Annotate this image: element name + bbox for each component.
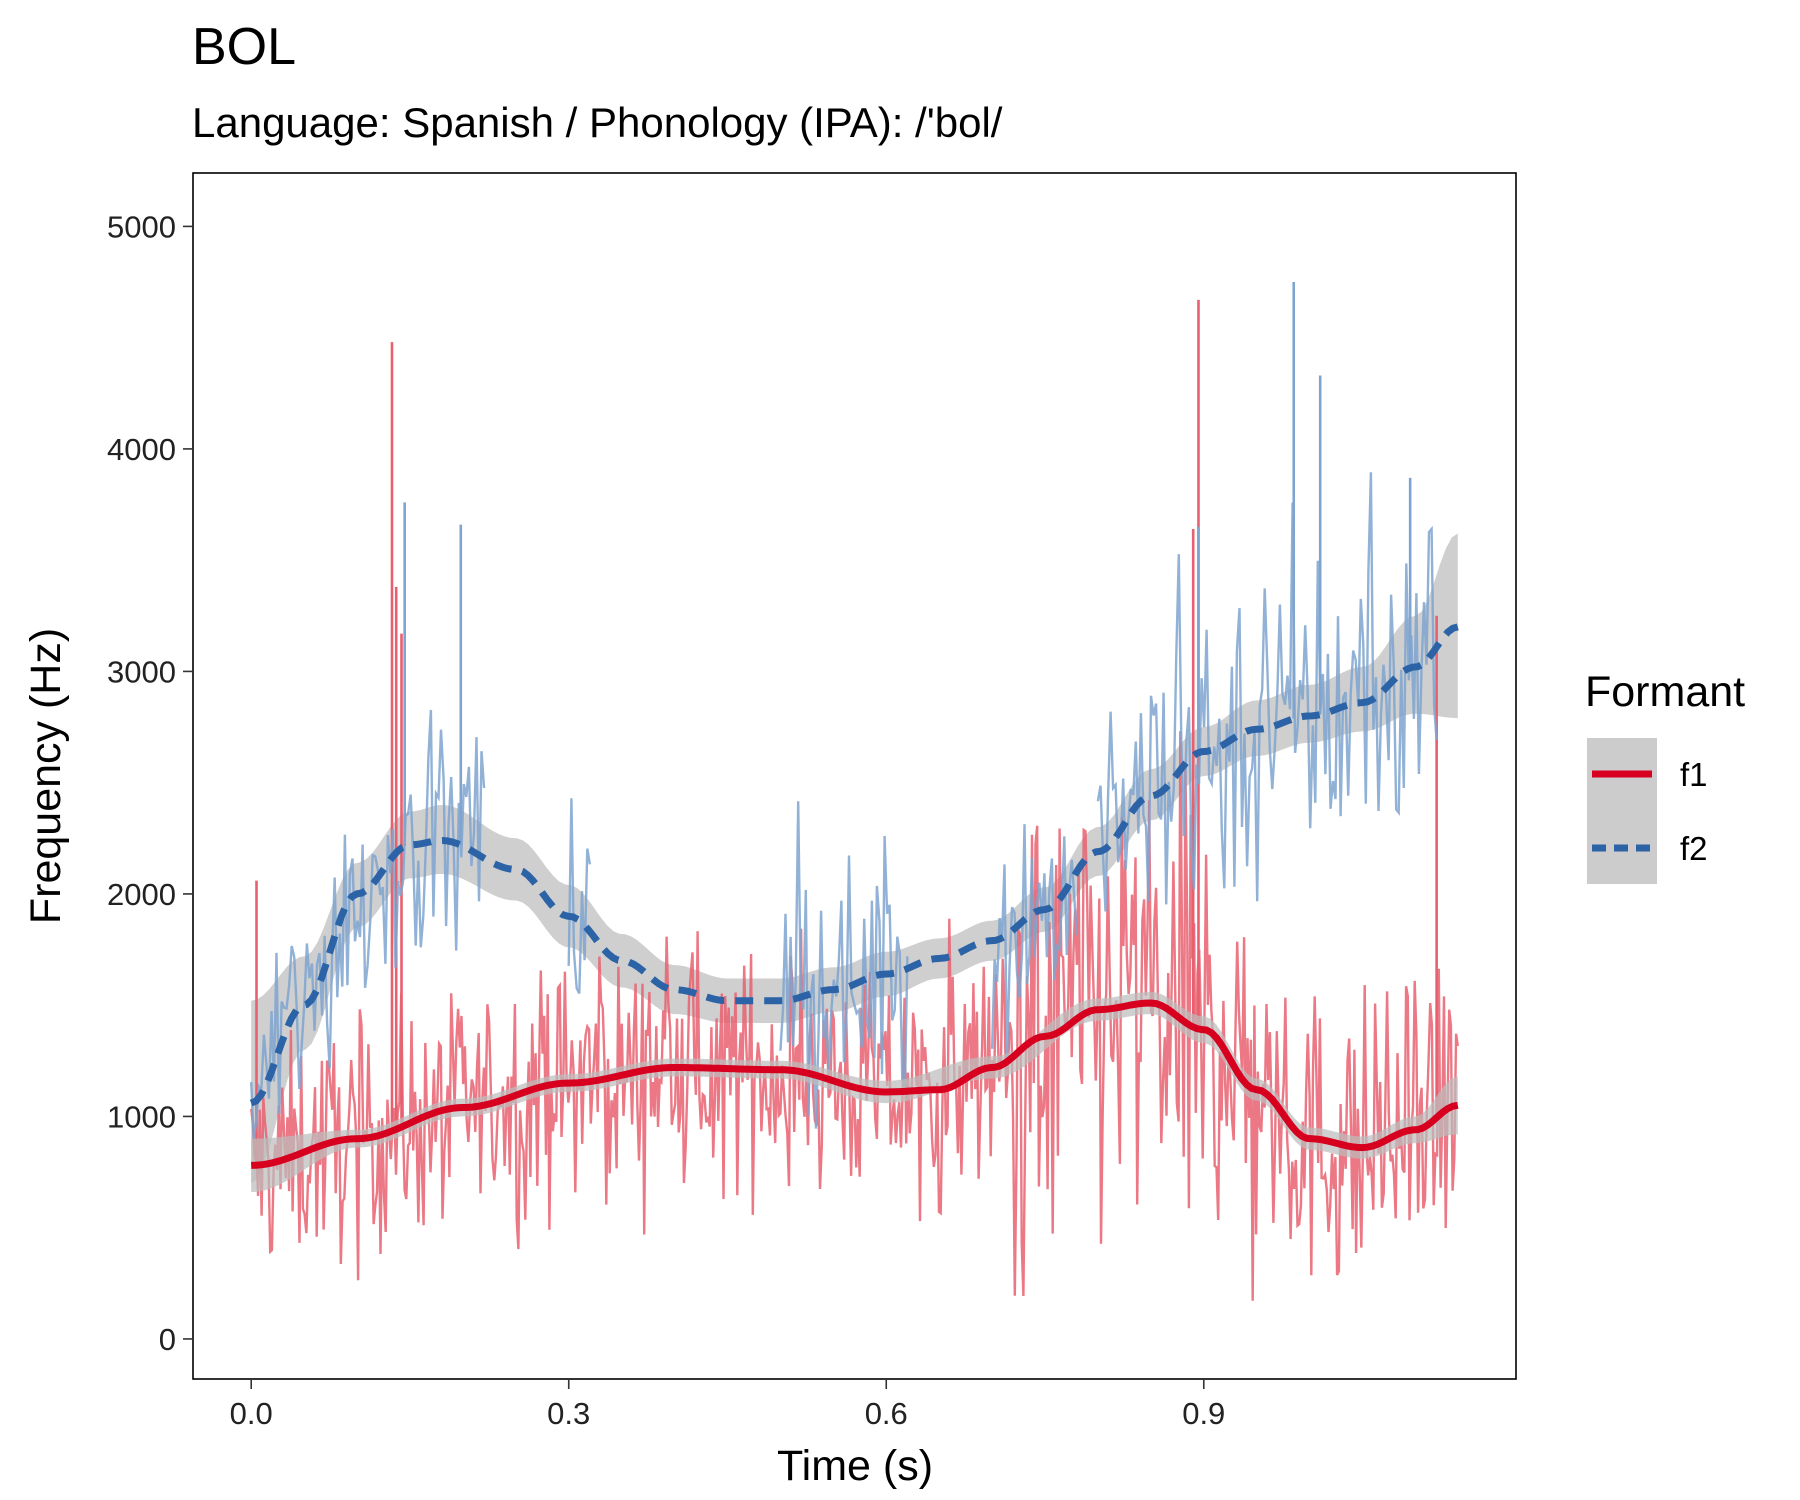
f1-smooth-line: [251, 999, 1459, 1169]
f1-raw-trace: [250, 731, 1459, 1301]
x-tick-label: 0.3: [547, 1396, 590, 1431]
plot-panel-border: [192, 172, 1517, 1380]
x-axis-title: Time (s): [777, 1442, 933, 1490]
legend-label-f2: f2: [1680, 830, 1708, 867]
legend-title: Formant: [1585, 668, 1745, 716]
f2-smooth-line: [249, 623, 1459, 1107]
x-tick-label: 0.9: [1182, 1396, 1225, 1431]
y-tick-label: 4000: [107, 432, 176, 467]
f2-confidence-band: [251, 533, 1458, 1184]
legend: Formant f1 f2: [1585, 668, 1745, 884]
y-axis: 0 1000 2000 3000 4000 5000: [107, 209, 193, 1357]
legend-key-background: [1587, 738, 1657, 884]
raw-formant-traces: [250, 282, 1459, 1301]
x-tick-label: 0.0: [230, 1396, 273, 1431]
smoothed-formant-lines: [249, 623, 1459, 1169]
x-tick-label: 0.6: [865, 1396, 908, 1431]
f2-raw-trace: [250, 709, 486, 1139]
y-tick-label: 1000: [107, 1099, 176, 1134]
y-tick-label: 0: [159, 1322, 176, 1357]
chart-subtitle: Language: Spanish / Phonology (IPA): /'b…: [192, 99, 1003, 146]
y-tick-label: 3000: [107, 654, 176, 689]
f2-raw-trace: [567, 798, 592, 995]
f1-confidence-band: [251, 991, 1458, 1193]
confidence-bands: [251, 533, 1458, 1184]
chart-title: BOL: [192, 18, 296, 76]
y-tick-label: 5000: [107, 209, 176, 244]
x-axis: 0.0 0.3 0.6 0.9: [230, 1379, 1225, 1431]
plot-area: [192, 172, 1517, 1380]
legend-label-f1: f1: [1680, 756, 1708, 793]
f2-raw-trace: [990, 824, 1078, 1063]
f2-raw-trace: [1096, 472, 1438, 912]
y-tick-label: 2000: [107, 877, 176, 912]
y-axis-title: Frequency (Hz): [22, 628, 70, 924]
